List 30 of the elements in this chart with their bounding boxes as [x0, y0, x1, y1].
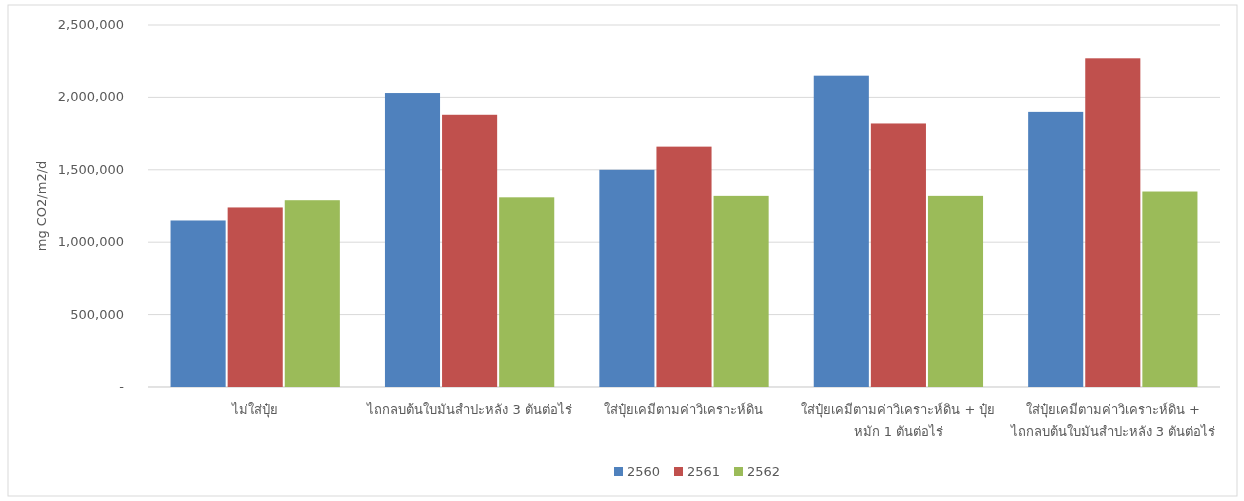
x-tick-label: ไถกลบต้นใบมันสำปะหลัง 3 ตันต่อไร่ [366, 401, 573, 419]
y-tick-label: 2,500,000 [57, 17, 124, 32]
x-tick-label: ใส่ปุ๋ยเคมีตามค่าวิเคราะห์ดิน + ไถกลบต้นใบมันสำปะหลัง 3 ตันต่อไร่ [1009, 401, 1216, 441]
y-tick-label: 1,000,000 [57, 234, 124, 250]
bar [870, 123, 926, 387]
bar [1142, 191, 1198, 387]
y-tick-label: 500,000 [70, 306, 124, 322]
y-axis-title: mg CO2/m2/d [34, 160, 49, 252]
x-tick-label: ใส่ปุ๋ยเคมีตามค่าวิเคราะห์ดิน [603, 401, 765, 420]
y-tick-label: - [119, 379, 125, 394]
y-tick-label: 2,000,000 [57, 89, 124, 105]
bar [170, 220, 226, 387]
bar [384, 93, 441, 387]
bar [599, 169, 655, 387]
bar [713, 195, 769, 387]
bar [1028, 111, 1084, 387]
bar [499, 197, 555, 387]
bar [927, 195, 984, 387]
bar [656, 146, 712, 387]
x-tick-label: ใส่ปุ๋ยเคมีตามค่าวิเคราะห์ดิน + ปุ๋ยหมัก 1 ตันต่อไร่ [800, 401, 997, 441]
bar [1085, 58, 1141, 387]
y-tick-label: 1,500,000 [57, 161, 124, 177]
bar [284, 200, 340, 387]
x-tick-label: ไม่ใส่ปุ๋ย [230, 401, 280, 420]
legend-label: 2562 [747, 464, 781, 479]
legend-label: 2561 [687, 464, 721, 479]
bar [813, 75, 869, 387]
bar [442, 114, 498, 387]
bar [227, 207, 283, 387]
legend-label: 2560 [627, 464, 661, 479]
